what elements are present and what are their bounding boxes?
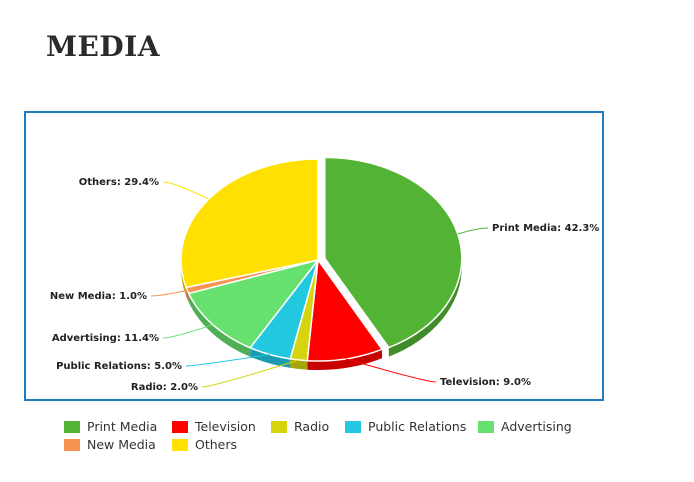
data-label-new-media: New Media: 1.0% [50,291,147,302]
connector-radio [201,359,299,388]
slice-side-others [181,260,187,297]
data-label-public-relations: Public Relations: 5.0% [56,361,182,372]
legend-label: Public Relations [368,419,467,434]
chart-frame: Print Media: 42.3% Television: 9.0% Radio:… [24,111,604,401]
legend-label: Others [195,437,238,452]
pie-slices [180,156,463,362]
legend-swatch [172,420,188,433]
legend-item-radio[interactable]: Radio [271,419,329,434]
slice-advertising [187,259,319,349]
legend-label: Television [195,419,256,434]
legend-item-print-media[interactable]: Print Media [64,419,157,434]
connector-advertising [162,324,213,339]
legend-label: New Media [87,437,156,452]
data-label-advertising: Advertising: 11.4% [52,333,159,344]
slice-print-media [324,156,463,349]
pie-chart: Print Media: 42.3% Television: 9.0% Radio:… [50,156,599,393]
legend-swatch [172,438,188,451]
legend-swatch [64,438,80,451]
connector-print-media [457,227,489,235]
legend-swatch [64,420,80,433]
legend-item-new-media[interactable]: New Media [64,437,156,452]
legend-swatch [271,420,287,433]
slice-side-print-media [388,258,462,357]
connector-new-media [150,289,188,297]
legend-label: Advertising [501,419,572,434]
legend-swatch [345,420,361,433]
legend-item-advertising[interactable]: Advertising [478,419,572,434]
slice-side-public-relations [250,347,291,368]
data-label-radio: Radio: 2.0% [131,382,198,393]
legend-label: Print Media [87,419,158,434]
connector-public-relations [185,353,270,367]
data-label-others: Others: 29.4% [79,177,159,188]
legend-swatch [478,420,494,433]
legend-item-television[interactable]: Television [172,419,256,434]
connector-others [162,181,209,200]
legend-item-others[interactable]: Others [172,437,237,452]
page-title: MEDIA [46,30,160,63]
data-label-television: Television: 9.0% [440,377,531,388]
connector-television [345,358,437,383]
legend-item-public-relations[interactable]: Public Relations [345,419,466,434]
data-labels: Print Media: 42.3% Television: 9.0% Radio:… [50,177,599,393]
legend-label: Radio [294,419,330,434]
slice-side-new-media [186,287,189,303]
data-label-print-media: Print Media: 42.3% [492,223,599,234]
